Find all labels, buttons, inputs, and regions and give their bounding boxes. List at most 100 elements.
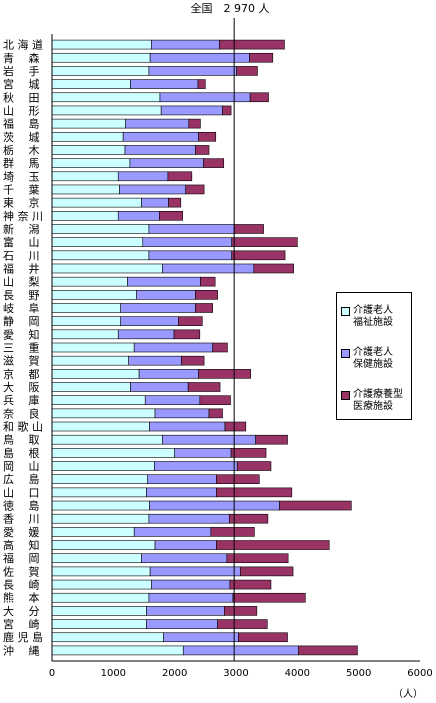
bar-segment-宮城-2 xyxy=(197,79,206,89)
bar-segment-山口-0 xyxy=(51,487,147,498)
bar-segment-福島-0 xyxy=(51,118,126,129)
bar-segment-千葉-1 xyxy=(119,184,187,195)
bar-segment-山形-1 xyxy=(160,105,223,116)
bar-segment-岡山-1 xyxy=(154,461,238,471)
category-label-石川: 石 川 xyxy=(3,249,40,262)
bar-segment-石川-0 xyxy=(51,250,150,261)
bar-segment-埼玉-2 xyxy=(167,171,193,182)
category-label-兵庫: 兵 庫 xyxy=(3,393,40,407)
bar-segment-鳥取-2 xyxy=(255,434,288,445)
category-label-山形: 山 形 xyxy=(3,104,40,117)
category-label-静岡: 静 岡 xyxy=(3,314,40,328)
x-tick-labels: 0 1000 2000 3000 4000 5000 6000 xyxy=(49,668,433,679)
x-tick-label-6000: 6000 xyxy=(407,668,432,679)
category-label-宮崎: 宮 崎 xyxy=(3,617,40,631)
bar-segment-滋賀-0 xyxy=(51,355,129,366)
bar-segment-京都-1 xyxy=(138,369,199,379)
category-label-東京: 東 京 xyxy=(3,196,40,210)
bar-segment-新潟-0 xyxy=(51,224,150,234)
bar-segment-富山-1 xyxy=(142,237,233,247)
bar-segment-静岡-1 xyxy=(120,316,179,326)
bar-segment-鳥取-0 xyxy=(51,434,163,445)
bar-segment-宮城-0 xyxy=(51,79,131,89)
x-axis-unit-label: （人） xyxy=(393,688,423,700)
bar-segment-埼玉-0 xyxy=(51,171,119,182)
bar-segment-島根-1 xyxy=(174,448,232,458)
category-label-福岡: 福 岡 xyxy=(3,551,40,565)
bar-segment-長崎-2 xyxy=(229,579,272,590)
bar-segment-山梨-2 xyxy=(200,276,216,287)
category-label-茨城: 茨 城 xyxy=(3,130,40,144)
bar-segment-愛知-2 xyxy=(173,329,201,340)
bar-segment-福岡-2 xyxy=(226,553,289,564)
bar-segment-宮崎-2 xyxy=(217,619,268,629)
bar-segment-茨城-0 xyxy=(51,131,124,142)
bar-segment-岩手-1 xyxy=(148,66,237,76)
bar-segment-福井-2 xyxy=(253,263,294,274)
bar-segment-山口-1 xyxy=(146,487,217,498)
bar-segment-兵庫-2 xyxy=(199,395,231,405)
x-tick-label-4000: 4000 xyxy=(285,668,310,679)
bar-segment-徳島-0 xyxy=(51,500,150,511)
bar-segment-岡山-2 xyxy=(236,461,272,471)
bar-segment-山梨-0 xyxy=(51,276,128,287)
bar-segment-宮城-1 xyxy=(130,79,199,89)
category-label-神奈川: 神 奈 川 xyxy=(3,209,43,223)
bar-segment-大阪-2 xyxy=(187,382,221,392)
bar-segment-石川-1 xyxy=(148,250,233,261)
bar-segment-福井-0 xyxy=(51,263,163,274)
bar-segment-奈良-1 xyxy=(154,408,210,419)
bar-segment-群馬-2 xyxy=(203,158,225,168)
bar-segment-兵庫-1 xyxy=(144,395,201,405)
bar-segment-兵庫-0 xyxy=(51,395,146,405)
bar-segment-福岡-0 xyxy=(51,553,142,564)
category-label-愛媛: 愛 媛 xyxy=(3,525,40,539)
bar-segment-東京-2 xyxy=(168,197,182,208)
bar-segment-岩手-0 xyxy=(51,66,150,76)
category-label-秋田: 秋 田 xyxy=(3,90,40,104)
category-label-熊本: 熊 本 xyxy=(3,591,40,605)
bar-segment-長崎-1 xyxy=(151,579,231,590)
bar-segment-茨城-2 xyxy=(198,131,217,142)
bars-group xyxy=(51,39,358,656)
bar-segment-秋田-1 xyxy=(159,92,251,103)
bar-segment-富山-0 xyxy=(51,237,144,247)
bar-segment-島根-2 xyxy=(230,448,267,458)
bar-segment-三重-1 xyxy=(133,342,213,353)
bar-segment-佐賀-0 xyxy=(51,566,151,577)
bar-segment-静岡-2 xyxy=(178,316,203,326)
bar-segment-徳島-1 xyxy=(149,500,280,511)
category-label-富山: 富 山 xyxy=(3,235,40,249)
bar-segment-長野-1 xyxy=(136,290,196,300)
category-labels: 北 海 道青 森岩 手宮 城秋 田山 形福 島茨 城栃 木群 馬埼 玉千 葉東 … xyxy=(3,38,43,658)
category-label-沖縄: 沖 縄 xyxy=(3,643,40,657)
category-label-千葉: 千 葉 xyxy=(3,182,40,196)
bar-segment-長野-2 xyxy=(195,290,218,300)
category-label-山梨: 山 梨 xyxy=(3,275,40,289)
category-label-香川: 香 川 xyxy=(3,513,40,526)
legend-swatch-medical xyxy=(341,391,350,400)
bar-segment-新潟-1 xyxy=(148,224,235,234)
category-label-高知: 高 知 xyxy=(3,538,40,552)
bar-segment-石川-2 xyxy=(231,250,286,261)
category-label-長野: 長 野 xyxy=(3,289,40,302)
category-label-群馬: 群 馬 xyxy=(3,156,40,170)
category-label-京都: 京 都 xyxy=(3,367,40,381)
bar-segment-福島-2 xyxy=(188,118,201,129)
bar-segment-大阪-1 xyxy=(130,382,189,392)
bar-segment-宮崎-1 xyxy=(146,619,218,629)
bar-segment-愛知-0 xyxy=(51,329,119,340)
bar-segment-秋田-0 xyxy=(51,92,161,103)
bar-segment-茨城-1 xyxy=(122,131,199,142)
bar-segment-大分-1 xyxy=(146,606,225,616)
bar-segment-高知-0 xyxy=(51,540,156,550)
bar-segment-東京-1 xyxy=(141,197,169,208)
bar-segment-香川-1 xyxy=(148,513,230,524)
bar-segment-香川-2 xyxy=(228,513,269,524)
bar-segment-栃木-1 xyxy=(124,145,196,155)
bar-segment-秋田-2 xyxy=(249,92,269,103)
bar-segment-広島-1 xyxy=(147,474,217,485)
category-label-福井: 福 井 xyxy=(3,261,40,275)
bar-segment-滋賀-2 xyxy=(181,355,205,366)
bar-segment-三重-0 xyxy=(51,342,135,353)
